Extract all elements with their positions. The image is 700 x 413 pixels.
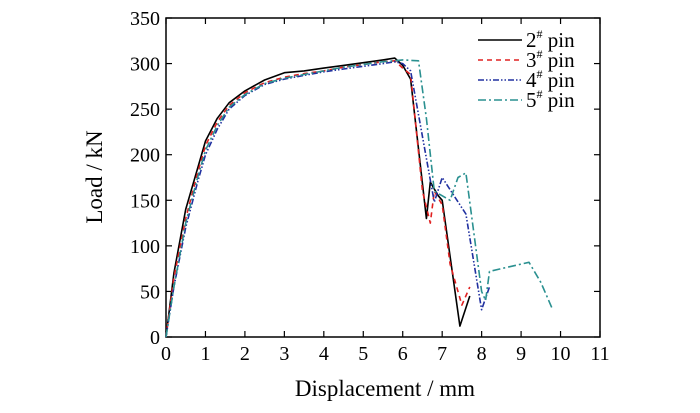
- y-tick-label: 200: [130, 145, 160, 167]
- x-tick-label: 0: [161, 343, 171, 365]
- y-tick-label: 50: [140, 281, 160, 303]
- series-line-4-pin: [165, 60, 491, 338]
- x-tick-label: 3: [279, 343, 289, 365]
- plot-frame: [165, 17, 601, 338]
- legend-label-3: 3# pin: [526, 47, 575, 72]
- y-tick-label: 250: [130, 99, 160, 121]
- x-tick-label: 2: [240, 343, 250, 365]
- y-tick-label: 100: [130, 236, 160, 258]
- x-tick-label: 11: [590, 343, 609, 365]
- y-tick-label: 300: [130, 54, 160, 76]
- x-tick-label: 6: [398, 343, 408, 365]
- y-tick-label: 0: [150, 327, 160, 349]
- x-tick-label: 4: [319, 343, 329, 365]
- y-tick-label: 150: [130, 190, 160, 212]
- y-tick-label: 350: [130, 8, 160, 30]
- x-tick-label: 9: [516, 343, 526, 365]
- y-axis-title: Load / kN: [82, 130, 107, 224]
- x-tick-label: 8: [477, 343, 487, 365]
- x-tick-label: 5: [358, 343, 368, 365]
- x-tick-label: 7: [437, 343, 447, 365]
- series-lines: [165, 57, 554, 338]
- legend-label-5: 5# pin: [526, 87, 575, 112]
- legend-label-4: 4# pin: [526, 67, 575, 92]
- axes: 0 1 2 3 4 5 6 7 8 9 10 11 0 50 100 150 200 250 300 350: [130, 8, 610, 365]
- x-tick-label: 10: [551, 343, 571, 365]
- series-line-5-pin: [165, 59, 554, 338]
- legend-label-2: 2# pin: [526, 27, 575, 52]
- x-axis-title: Displacement / mm: [295, 376, 475, 401]
- x-tick-label: 1: [200, 343, 210, 365]
